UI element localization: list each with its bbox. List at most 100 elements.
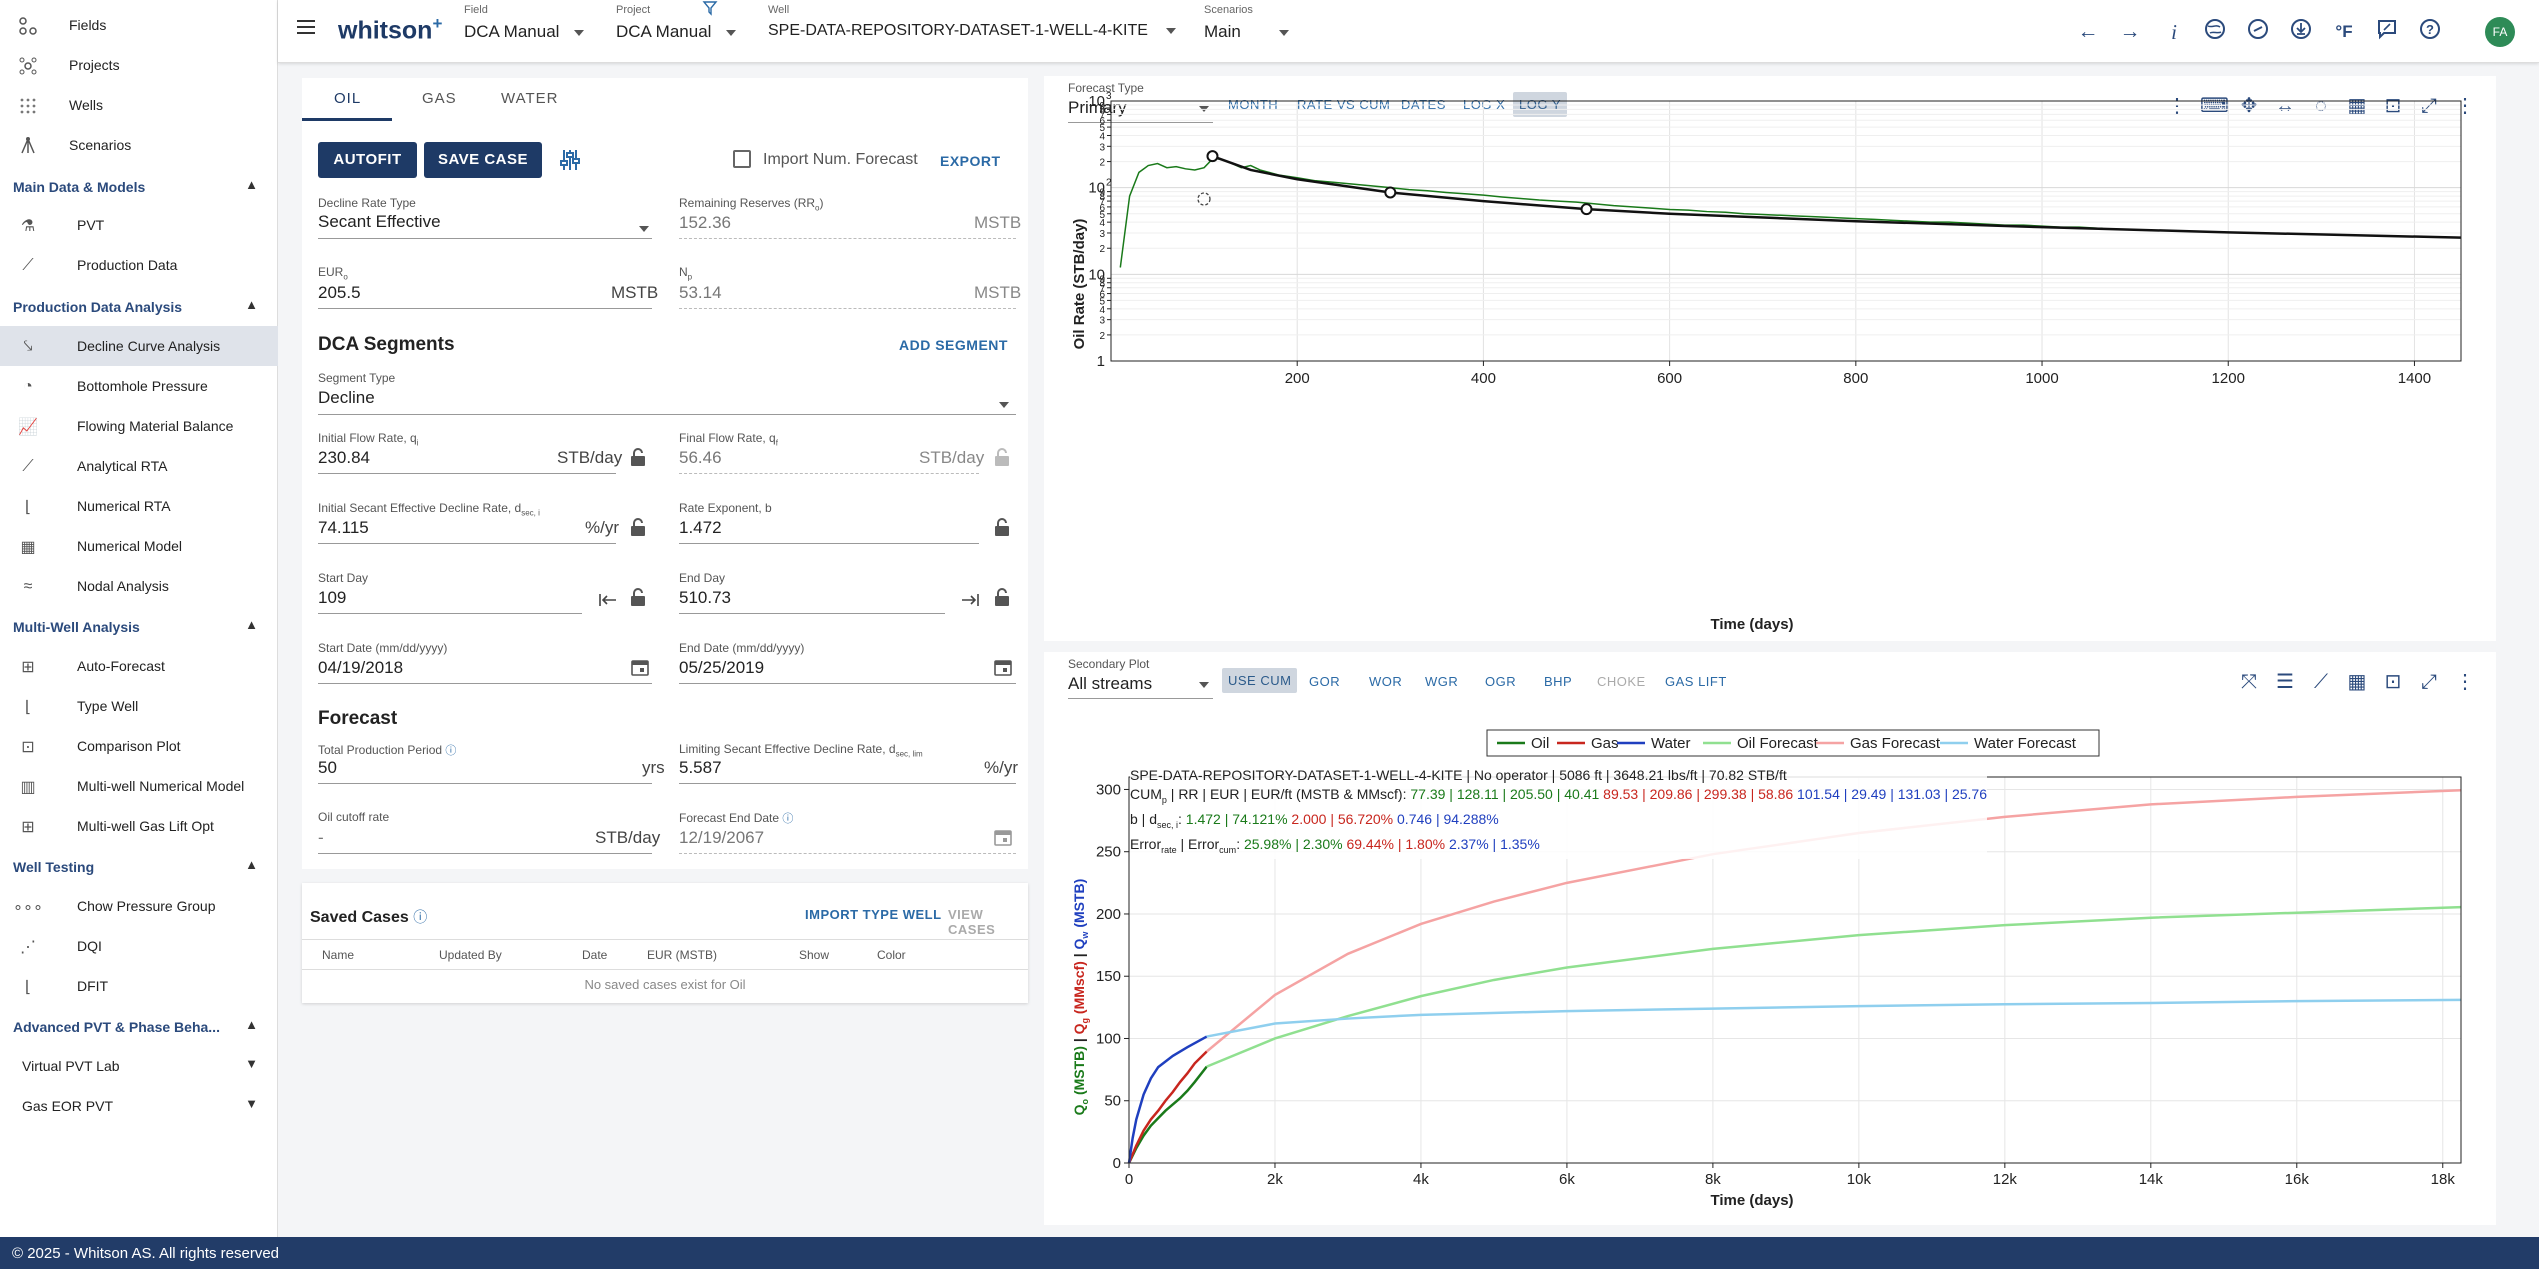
info-icon[interactable]: i <box>2171 20 2177 44</box>
sidebar-item-numerical-rta[interactable]: ⌊ Numerical RTA <box>0 486 278 526</box>
sidebar-item-chow-pressure-group[interactable]: ∘∘∘ Chow Pressure Group <box>0 886 278 926</box>
sidebar-item-nodal-analysis[interactable]: ≈ Nodal Analysis <box>0 566 278 606</box>
sidebar-item-dqi[interactable]: ⋰ DQI <box>0 926 278 966</box>
fullscreen-icon[interactable]: ⤢ <box>2421 671 2437 693</box>
ogr-button[interactable]: OGR <box>1485 674 1517 689</box>
wgr-button[interactable]: WGR <box>1425 674 1459 689</box>
import-num-checkbox[interactable] <box>733 150 751 168</box>
end-day-value[interactable]: 510.73 <box>679 588 731 607</box>
lock-open-icon[interactable] <box>994 588 1012 606</box>
menu-icon[interactable] <box>296 18 316 36</box>
scenario-select[interactable]: Scenarios Main <box>1204 4 1304 42</box>
lock-open-icon[interactable] <box>994 518 1012 536</box>
lock-open-icon[interactable] <box>630 448 648 466</box>
section-production-data-analysis[interactable]: Production Data Analysis ▲ <box>0 289 278 325</box>
help-icon[interactable]: ? <box>2416 18 2444 46</box>
calendar-icon[interactable] <box>631 658 649 681</box>
filter-icon[interactable] <box>702 0 718 21</box>
section-advanced-pvt[interactable]: Advanced PVT & Phase Beha... ▲ <box>0 1009 278 1045</box>
tune-icon[interactable] <box>559 148 581 177</box>
arrow-forward-icon[interactable]: → <box>2119 20 2141 43</box>
limiting-value[interactable]: 5.587 <box>679 758 722 777</box>
temperature-unit-icon[interactable]: °F <box>2335 22 2353 41</box>
link-icon[interactable] <box>2244 18 2272 46</box>
sidebar-item-virtual-pvt-lab[interactable]: Virtual PVT Lab ▼ <box>0 1048 278 1084</box>
sidebar-item-auto-forecast[interactable]: ⊞ Auto-Forecast <box>0 646 278 686</box>
forecast-end-label: Forecast End Date ⓘ <box>679 811 794 825</box>
sidebar-item-pvt[interactable]: ⚗ PVT <box>0 205 278 245</box>
lock-open-icon[interactable] <box>630 518 648 536</box>
save-case-button[interactable]: SAVE CASE <box>424 142 542 178</box>
reset-zoom-icon[interactable]: ⤧ <box>2241 671 2257 693</box>
lasso-icon[interactable]: ◌ <box>2315 95 2327 117</box>
sidebar-item-wells[interactable]: Wells <box>0 85 278 125</box>
chart-edit-icon[interactable]: ⟋ <box>2314 671 2328 693</box>
sidebar-item-decline-curve-analysis[interactable]: ⤥ Decline Curve Analysis <box>0 326 278 366</box>
well-select[interactable]: Well SPE-DATA-REPOSITORY-DATASET-1-WELL-… <box>768 4 1178 40</box>
sidebar-item-bottomhole-pressure[interactable]: ◔ Bottomhole Pressure <box>0 366 278 406</box>
stats-annotation: SPE-DATA-REPOSITORY-DATASET-1-WELL-4-KIT… <box>1130 766 1988 860</box>
sidebar-item-type-well[interactable]: ⌊ Type Well <box>0 686 278 726</box>
add-segment-button[interactable]: ADD SEGMENT <box>899 337 1008 353</box>
start-day-value[interactable]: 109 <box>318 588 347 607</box>
table-icon[interactable]: ▦ <box>2347 671 2367 693</box>
sidebar-item-multi-well-numerical-model[interactable]: ▥ Multi-well Numerical Model <box>0 766 278 806</box>
lines-icon[interactable]: ☰ <box>2276 671 2294 693</box>
section-main-data[interactable]: Main Data & Models ▲ <box>0 169 278 205</box>
globe-icon[interactable] <box>2201 18 2229 46</box>
autofit-button[interactable]: AUTOFIT <box>318 142 417 178</box>
end-date-value[interactable]: 05/25/2019 <box>679 658 765 677</box>
feedback-icon[interactable] <box>2373 18 2401 46</box>
sidebar-item-production-data[interactable]: ⟋ Production Data <box>0 245 278 285</box>
jump-start-icon[interactable] <box>598 593 618 612</box>
gas-lift-button[interactable]: GAS LIFT <box>1665 674 1727 689</box>
start-date-value[interactable]: 04/19/2018 <box>318 658 404 677</box>
use-cum-button[interactable]: USE CUM <box>1222 668 1298 693</box>
sidebar-item-numerical-model[interactable]: ▦ Numerical Model <box>0 526 278 566</box>
import-type-well-button[interactable]: IMPORT TYPE WELL <box>805 907 942 922</box>
logo-plus: + <box>432 14 443 33</box>
arrow-back-icon[interactable]: ← <box>2077 20 2099 43</box>
sidebar-item-scenarios[interactable]: Scenarios <box>0 125 278 165</box>
tab-oil[interactable]: OIL <box>334 90 362 107</box>
sidebar-item-analytical-rta[interactable]: ⟋ Analytical RTA <box>0 446 278 486</box>
field-select[interactable]: Field DCA Manual <box>464 4 599 42</box>
cutoff-value[interactable]: - <box>318 828 324 847</box>
jump-end-icon[interactable] <box>960 593 980 612</box>
sidebar-item-comparison-plot[interactable]: ⊡ Comparison Plot <box>0 726 278 766</box>
b-value[interactable]: 1.472 <box>679 518 722 537</box>
eur-value[interactable]: 205.5 <box>318 283 361 302</box>
bhp-button[interactable]: BHP <box>1544 674 1573 689</box>
cumulative-chart[interactable]: 0 2k 4k 6k 8k 10k 12k 14k 16k 18k 0 50 100 150 200 250 3… <box>1044 652 2496 1225</box>
y-minor-tick-label: 5 <box>1099 296 1105 307</box>
export-button[interactable]: EXPORT <box>940 153 1001 169</box>
more-icon[interactable]: ⋮ <box>2455 671 2475 693</box>
sidebar-item-fields[interactable]: Fields <box>0 5 278 45</box>
avatar[interactable]: FA <box>2485 17 2515 47</box>
sidebar-item-projects[interactable]: Projects <box>0 45 278 85</box>
decline-rate-type-value[interactable]: Secant Effective <box>318 212 441 231</box>
qi-value[interactable]: 230.84 <box>318 448 370 467</box>
view-cases-button[interactable]: VIEW CASES <box>948 907 996 937</box>
total-period-value[interactable]: 50 <box>318 758 337 777</box>
lock-open-icon[interactable] <box>630 588 648 606</box>
wor-button[interactable]: WOR <box>1369 674 1403 689</box>
segment-type-value[interactable]: Decline <box>318 388 375 407</box>
calendar-icon[interactable] <box>994 658 1012 681</box>
secondary-plot-select[interactable]: All streams <box>1068 674 1213 694</box>
sidebar-item-gas-eor-pvt[interactable]: Gas EOR PVT ▼ <box>0 1088 278 1124</box>
dsec-value[interactable]: 74.115 <box>318 518 369 537</box>
tab-gas[interactable]: GAS <box>422 90 457 107</box>
project-select[interactable]: Project DCA Manual <box>616 4 736 42</box>
project-label: Project <box>616 4 651 16</box>
section-well-testing[interactable]: Well Testing ▲ <box>0 849 278 885</box>
download-icon[interactable] <box>2287 18 2315 46</box>
zoom-fit-icon[interactable]: ⊡ <box>2384 671 2402 693</box>
sidebar-item-multi-well-gas-lift-opt[interactable]: ⊞ Multi-well Gas Lift Opt <box>0 806 278 846</box>
tab-water[interactable]: WATER <box>501 90 559 107</box>
sidebar-item-dfit[interactable]: ⌊ DFIT <box>0 966 278 1006</box>
section-multi-well-analysis[interactable]: Multi-Well Analysis ▲ <box>0 609 278 645</box>
sidebar-item-flowing-material-balance[interactable]: 📈 Flowing Material Balance <box>0 406 278 446</box>
gor-button[interactable]: GOR <box>1309 674 1341 689</box>
